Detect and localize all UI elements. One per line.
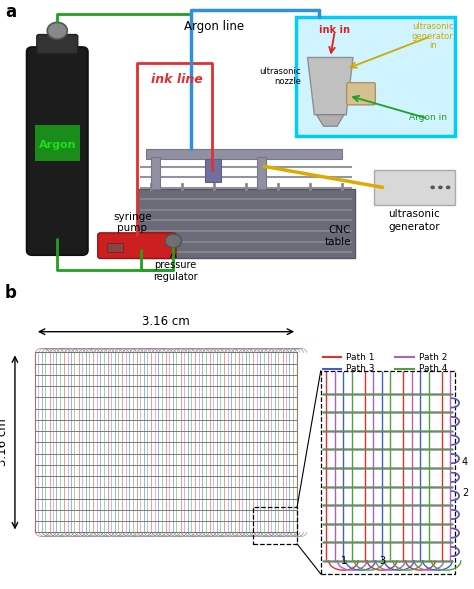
Bar [146,149,342,158]
Bar [205,158,221,181]
Bar [374,170,456,204]
Text: b: b [5,284,17,302]
Bar [296,17,456,136]
Text: 3.16 cm: 3.16 cm [0,419,9,466]
Circle shape [165,234,182,248]
Text: Path 3: Path 3 [346,364,375,373]
FancyBboxPatch shape [27,47,88,255]
Text: Path 2: Path 2 [419,353,447,362]
Text: Argon line: Argon line [184,19,244,32]
Text: pressure
regulator: pressure regulator [153,260,198,282]
Circle shape [47,22,67,39]
Text: 1: 1 [341,556,347,566]
Circle shape [438,186,443,189]
Text: ink in: ink in [319,25,350,35]
FancyBboxPatch shape [346,82,375,105]
Bar [35,352,297,532]
Text: Path 1: Path 1 [346,353,375,362]
Bar [137,189,356,258]
Polygon shape [317,115,344,126]
Bar [35,125,80,161]
Text: 4: 4 [462,457,468,467]
Text: ultrasonic
nozzle: ultrasonic nozzle [259,67,301,86]
Bar [151,157,160,189]
Text: 2: 2 [462,488,468,498]
Text: a: a [5,3,16,21]
FancyBboxPatch shape [98,233,176,259]
Polygon shape [308,58,353,115]
Text: ultrasonic
generator: ultrasonic generator [389,209,440,231]
Text: ink line: ink line [151,73,202,86]
Text: Path 4: Path 4 [419,364,447,373]
Circle shape [446,186,450,189]
Text: 3: 3 [379,556,385,566]
Text: Argon in: Argon in [409,114,447,123]
Text: CNC
table: CNC table [324,225,351,247]
Text: 3.16 cm: 3.16 cm [142,315,190,328]
Text: Argon: Argon [38,140,76,150]
Bar [254,507,297,544]
FancyBboxPatch shape [37,35,78,54]
Text: syringe
pump: syringe pump [113,211,152,233]
Text: ultrasonic
generator
in: ultrasonic generator in [412,22,454,50]
Bar [257,157,266,189]
Bar [321,371,456,574]
Bar [107,243,123,252]
Circle shape [430,186,435,189]
